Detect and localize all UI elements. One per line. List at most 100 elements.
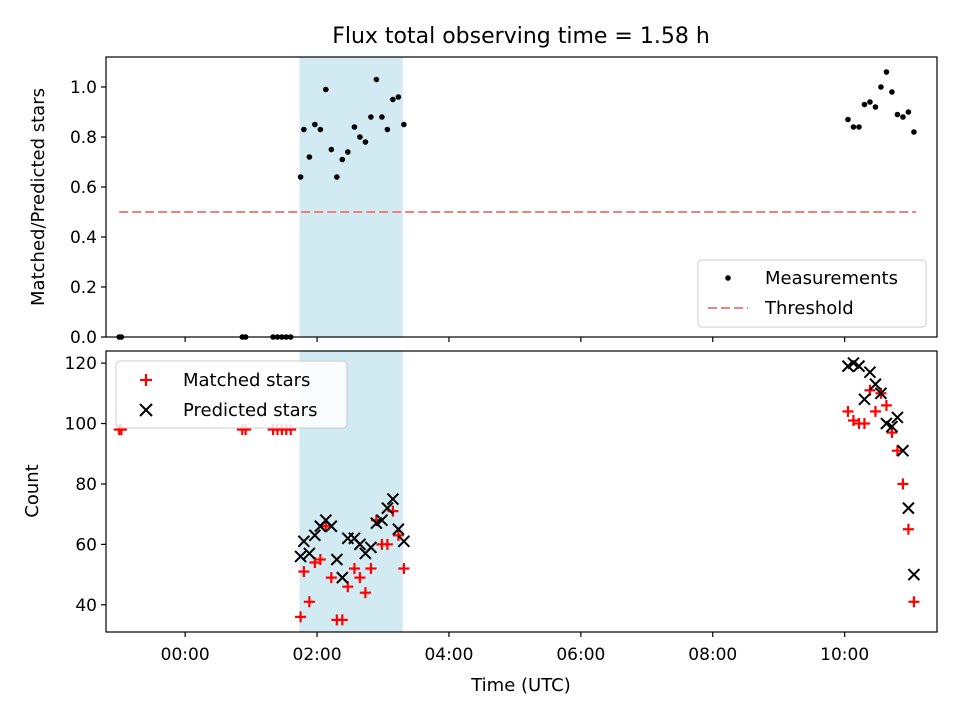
bottom-y-tick-label: 80: [75, 475, 97, 495]
measurement-point: [373, 76, 380, 83]
measurement-point: [883, 69, 890, 75]
measurement-point: [894, 111, 901, 118]
bottom-legend-box: [115, 360, 348, 429]
top-y-tick-label: 0.0: [70, 328, 97, 348]
measurement-point: [362, 139, 369, 145]
matched-star-point: [295, 611, 307, 623]
predicted-star-point: [392, 523, 405, 536]
top-y-tick-label: 0.6: [70, 178, 97, 198]
bottom-y-tick-label: 120: [65, 354, 97, 374]
top-panel: 0.0 0.2 0.4 0.6 0.8 1.0 Matched/Predicted sta…: [28, 56, 938, 348]
matched-star-point: [398, 563, 410, 575]
predicted-star-point: [297, 535, 311, 548]
matched-star-point: [348, 563, 360, 575]
legend-matched-marker: [140, 374, 152, 386]
chart-title: Flux total observing time = 1.58 h: [332, 24, 710, 49]
predicted-star-point: [294, 550, 307, 563]
top-y-tick-label: 0.2: [70, 278, 97, 298]
matched-star-point: [842, 405, 854, 417]
predicted-star-point: [386, 492, 400, 506]
predicted-star-point: [869, 378, 882, 391]
matched-star-point: [902, 523, 914, 535]
measurement-point: [357, 134, 363, 140]
matched-star-point: [392, 529, 404, 541]
matched-star-point: [897, 478, 909, 490]
legend-measurement-marker: [725, 275, 731, 281]
measurement-point: [368, 114, 374, 120]
bottom-panel: 40 60 80 100 120 00:00 02:00 04:00 06:00 08:00 10…: [22, 350, 938, 696]
matched-star-point: [320, 520, 332, 532]
matched-star-point: [325, 572, 337, 584]
predicted-star-point: [852, 359, 866, 373]
predicted-star-point: [375, 513, 389, 527]
matched-star-point: [359, 587, 371, 599]
predicted-star-point: [397, 535, 411, 548]
predicted-star-point: [336, 571, 349, 584]
x-tick-label: 06:00: [556, 645, 605, 665]
matched-star-point: [858, 418, 870, 430]
measurement-point: [384, 126, 391, 133]
matched-star-point: [354, 572, 366, 584]
x-tick-label: 10:00: [820, 645, 869, 665]
x-tick-label: 08:00: [688, 645, 737, 665]
measurement-point: [351, 124, 358, 130]
measurement-point: [889, 89, 895, 95]
measurement-point: [339, 156, 346, 163]
measurement-point: [345, 149, 351, 155]
predicted-star-point: [364, 541, 378, 554]
top-y-tick-label: 1.0: [70, 78, 97, 98]
predicted-star-point: [325, 520, 338, 533]
predicted-star-point: [381, 501, 394, 515]
measurement-point: [900, 114, 906, 120]
x-axis-label: Time (UTC): [470, 675, 571, 696]
measurement-point: [334, 174, 340, 180]
bottom-axes-frame: [105, 350, 938, 633]
matched-star-point: [314, 553, 326, 565]
matched-star-point: [298, 566, 310, 578]
legend-measurements-label: Measurements: [765, 268, 898, 289]
measurement-point: [911, 129, 917, 135]
bottom-y-tick-label: 60: [75, 535, 97, 555]
measurement-point: [401, 121, 407, 128]
top-y-tick-label: 0.8: [70, 128, 97, 148]
predicted-star-point: [874, 387, 888, 400]
top-highlight-span: [299, 57, 403, 337]
measurement-point: [872, 104, 879, 110]
legend-threshold-label: Threshold: [764, 298, 854, 319]
predicted-star-point: [863, 365, 877, 379]
top-y-tick-label: 0.4: [70, 228, 97, 248]
measurement-point: [861, 101, 868, 108]
x-tick-label: 02:00: [293, 645, 342, 665]
x-tick-label: 00:00: [161, 645, 210, 665]
measurement-point: [312, 121, 318, 128]
measurement-point: [856, 124, 862, 130]
bottom-y-axis-label: Count: [22, 464, 43, 517]
matched-star-point: [908, 596, 920, 608]
predicted-star-point: [303, 547, 316, 560]
predicted-star-point: [353, 538, 367, 551]
predicted-star-point: [907, 568, 921, 581]
measurement-point: [317, 126, 324, 133]
top-legend: Measurements Threshold: [697, 259, 927, 328]
legend-predicted-marker: [139, 403, 153, 417]
measurement-point: [905, 109, 912, 115]
predicted-star-point: [330, 553, 344, 566]
measurement-point: [297, 174, 304, 180]
measurement-point: [850, 124, 857, 130]
legend-matched-label: Matched stars: [183, 370, 310, 391]
predicted-star-point: [885, 420, 899, 433]
predicted-star-point: [858, 393, 871, 406]
matched-star-point: [336, 614, 348, 626]
measurement-point: [323, 86, 329, 93]
bottom-y-tick-label: 100: [65, 415, 97, 435]
matched-star-point: [869, 405, 881, 417]
top-axes-frame: [105, 56, 938, 338]
matched-star-point: [891, 445, 903, 457]
top-legend-box: [697, 259, 927, 328]
matched-star-point: [303, 596, 315, 608]
measurement-point: [845, 116, 851, 123]
measurement-point: [328, 146, 335, 153]
measurement-point: [867, 99, 873, 105]
measurement-point: [390, 96, 396, 103]
